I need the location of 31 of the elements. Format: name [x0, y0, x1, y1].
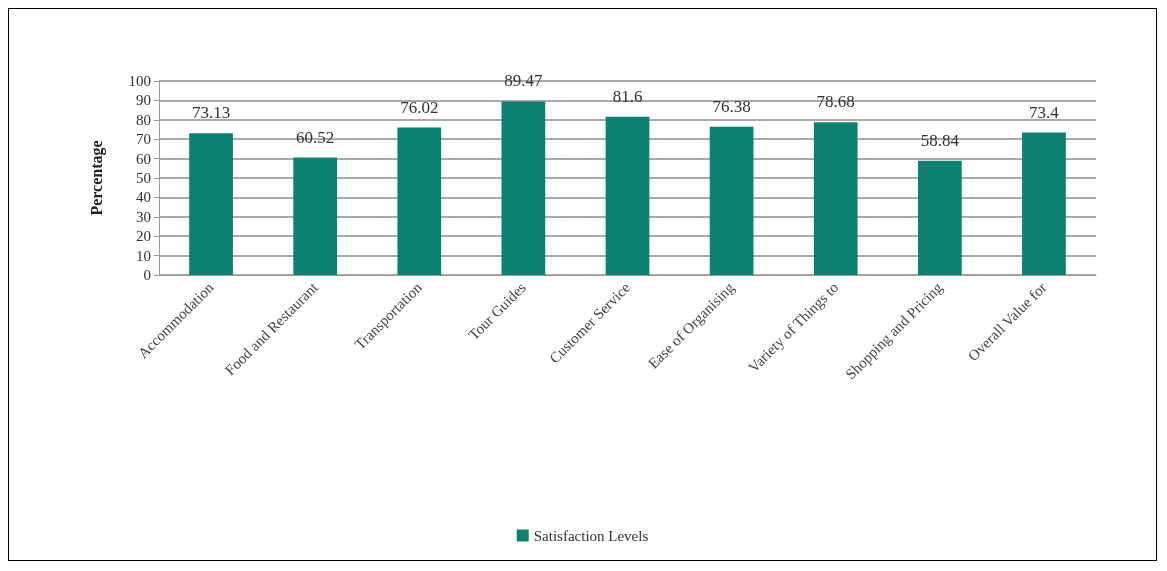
- data-label: 76.02: [400, 97, 439, 117]
- bar: [293, 157, 338, 275]
- data-label: 60.52: [296, 127, 335, 147]
- data-label: 76.38: [712, 96, 751, 116]
- bar: [397, 127, 442, 275]
- bar: [501, 101, 546, 275]
- data-label: 73.13: [191, 103, 231, 123]
- y-tick-label: 60: [136, 150, 151, 167]
- bar: [813, 122, 858, 275]
- y-tick-label: 0: [143, 267, 151, 283]
- bar: [605, 116, 650, 275]
- bar: [917, 160, 962, 275]
- y-tick-label: 20: [136, 228, 151, 245]
- bar: [709, 126, 754, 275]
- y-tick-label: 100: [128, 73, 151, 89]
- bar: [1022, 132, 1066, 275]
- y-tick-label: 50: [136, 170, 151, 186]
- y-tick-label: 40: [136, 189, 151, 206]
- data-label: 81.6: [612, 86, 643, 106]
- y-axis-title: Percentage: [87, 140, 106, 216]
- data-label: 73.4: [1029, 102, 1060, 122]
- y-tick-label: 30: [136, 208, 151, 225]
- y-tick-label: 70: [136, 131, 151, 148]
- legend-label: Satisfaction Levels: [533, 527, 649, 544]
- data-label: 89.47: [504, 71, 544, 91]
- data-label: 58.84: [920, 130, 960, 150]
- bar: [189, 133, 233, 275]
- y-tick-label: 90: [136, 92, 151, 109]
- y-tick-label: 10: [136, 247, 151, 264]
- y-tick-label: 80: [136, 111, 151, 128]
- data-label: 78.68: [816, 92, 855, 112]
